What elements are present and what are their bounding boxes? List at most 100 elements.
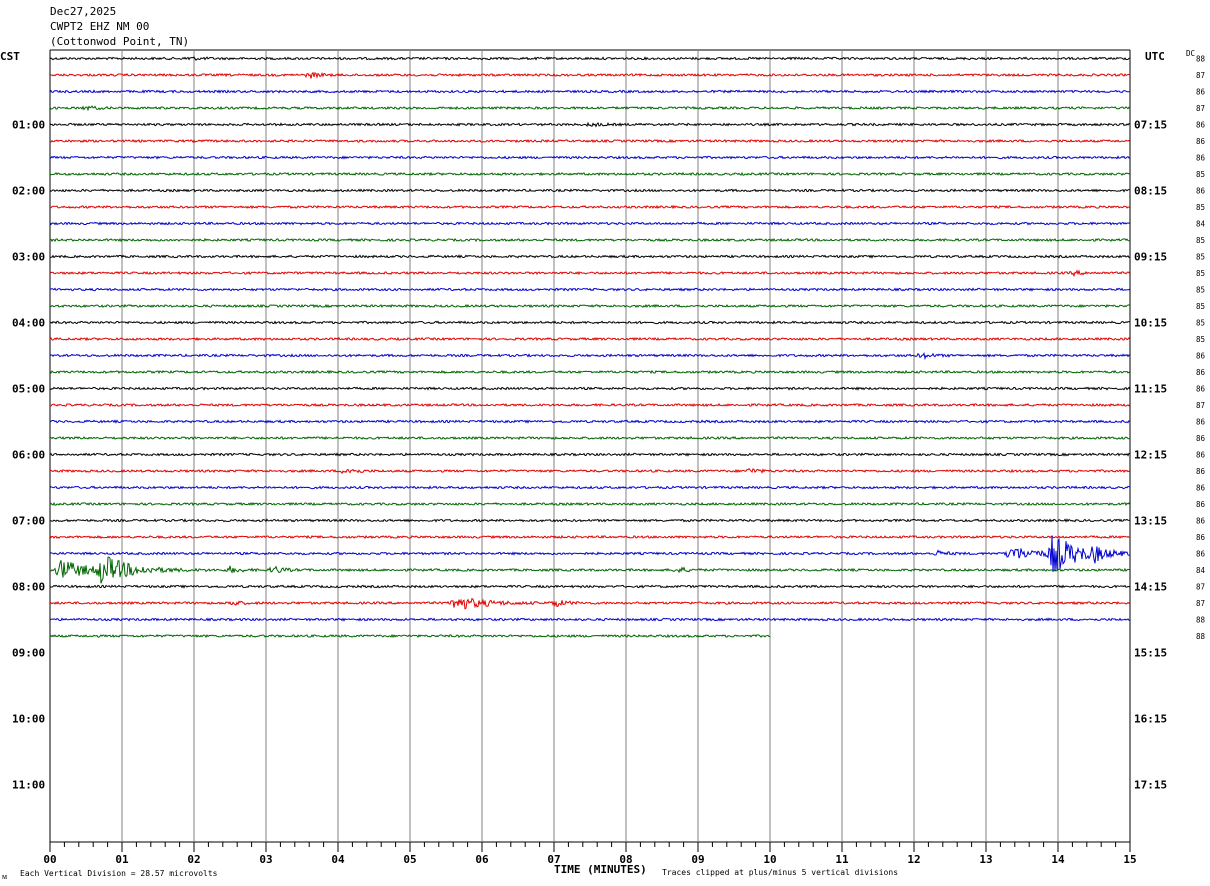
dc-offset-label: 85 <box>1196 319 1205 328</box>
dc-offset-label: 86 <box>1196 550 1206 559</box>
label-layer: 00 01 02 03 04 05 06 07 08 09 10 11 12 13 14 15 01:00 02:… <box>12 55 1206 867</box>
dc-offset-label: 86 <box>1196 368 1206 377</box>
utc-hour-label: 11:15 <box>1134 383 1167 396</box>
station-label: CWPT2 EHZ NM 00 <box>50 20 150 33</box>
x-tick-label: 00 <box>43 853 56 866</box>
dc-offset-label: 85 <box>1196 302 1205 311</box>
seismic-trace <box>49 535 1130 573</box>
dc-offset-label: 84 <box>1196 566 1206 575</box>
dc-header: DC <box>1186 49 1195 58</box>
cst-hour-label: 09:00 <box>12 647 45 660</box>
utc-hour-label: 14:15 <box>1134 581 1167 594</box>
dc-offset-label: 87 <box>1196 583 1205 592</box>
seismic-trace <box>49 584 1131 589</box>
seismic-trace <box>49 254 1131 259</box>
x-tick-label: 06 <box>475 853 489 866</box>
dc-offset-label: 85 <box>1196 335 1205 344</box>
dc-offset-label: 86 <box>1196 154 1206 163</box>
seismic-trace <box>49 188 1130 193</box>
seismic-trace <box>49 556 1130 584</box>
dc-offset-label: 87 <box>1196 71 1205 80</box>
dc-offset-label: 86 <box>1196 121 1206 130</box>
cst-hour-label: 01:00 <box>12 119 45 132</box>
x-tick-label: 04 <box>331 853 345 866</box>
seismic-trace <box>49 121 1131 128</box>
cst-hour-label: 10:00 <box>12 713 45 726</box>
cst-hour-label: 11:00 <box>12 779 45 792</box>
seismic-trace <box>49 71 1131 79</box>
dc-offset-label: 86 <box>1196 385 1206 394</box>
dc-offset-label: 88 <box>1196 55 1206 64</box>
x-axis-title: TIME (MINUTES) <box>554 863 647 876</box>
x-tick-label: 14 <box>1051 853 1065 866</box>
x-tick-label: 05 <box>403 853 416 866</box>
dc-offset-label: 86 <box>1196 533 1206 542</box>
x-tick-label: 10 <box>763 853 776 866</box>
seismic-trace <box>49 369 1131 375</box>
utc-zone-label: UTC <box>1145 50 1165 63</box>
utc-hour-label: 10:15 <box>1134 317 1167 330</box>
corner-mark: ᴍ <box>2 872 7 881</box>
seismic-trace <box>49 155 1131 160</box>
seismic-trace <box>49 105 1131 112</box>
seismic-trace <box>49 303 1131 309</box>
dc-offset-label: 88 <box>1196 616 1206 625</box>
dc-offset-label: 86 <box>1196 517 1206 526</box>
x-tick-label: 08 <box>619 853 632 866</box>
x-tick-label: 03 <box>259 853 272 866</box>
dc-offset-label: 86 <box>1196 137 1206 146</box>
date-label: Dec27,2025 <box>50 5 117 18</box>
seismic-trace <box>49 435 1131 441</box>
x-tick-label: 15 <box>1123 853 1136 866</box>
seismic-trace <box>49 617 1131 622</box>
seismic-trace <box>49 138 1131 144</box>
dc-offset-label: 86 <box>1196 500 1206 509</box>
seismic-trace <box>49 402 1131 408</box>
dc-offset-label: 85 <box>1196 286 1205 295</box>
dc-offset-label: 86 <box>1196 88 1206 97</box>
seismic-trace <box>49 237 1131 243</box>
seismic-trace <box>49 89 1130 94</box>
seismic-trace <box>49 320 1131 325</box>
seismic-trace <box>49 534 1131 540</box>
utc-hour-label: 12:15 <box>1134 449 1167 462</box>
seismic-trace <box>49 597 1131 610</box>
trace-layer <box>49 56 1131 639</box>
dc-offset-label: 87 <box>1196 599 1205 608</box>
grid-layer <box>49 49 1131 852</box>
dc-offset-label: 85 <box>1196 203 1205 212</box>
cst-hour-label: 04:00 <box>12 317 45 330</box>
x-tick-label: 12 <box>907 853 920 866</box>
utc-hour-label: 07:15 <box>1134 119 1167 132</box>
dc-offset-label: 87 <box>1196 104 1205 113</box>
seismic-trace <box>49 452 1131 457</box>
seismic-trace <box>49 485 1131 490</box>
utc-hour-label: 16:15 <box>1134 713 1167 726</box>
dc-offset-label: 85 <box>1196 269 1205 278</box>
dc-offset-label: 86 <box>1196 434 1206 443</box>
utc-hour-label: 08:15 <box>1134 185 1167 198</box>
x-tick-label: 09 <box>691 853 704 866</box>
x-tick-label: 13 <box>979 853 992 866</box>
dc-offset-label: 87 <box>1196 401 1205 410</box>
seismic-trace <box>49 351 1131 361</box>
cst-hour-label: 03:00 <box>12 251 45 264</box>
location-label: (Cottonwod Point, TN) <box>50 35 190 48</box>
x-tick-label: 07 <box>547 853 560 866</box>
dc-offset-label: 86 <box>1196 451 1206 460</box>
dc-offset-label: 86 <box>1196 418 1206 427</box>
dc-offset-label: 85 <box>1196 170 1205 179</box>
dc-offset-label: 86 <box>1196 352 1206 361</box>
cst-hour-label: 08:00 <box>12 581 45 594</box>
x-tick-label: 11 <box>835 853 849 866</box>
dc-offset-label: 86 <box>1196 484 1206 493</box>
seismic-trace <box>49 336 1131 342</box>
cst-zone-label: CST <box>0 50 20 63</box>
seismic-trace <box>49 633 771 639</box>
dc-offset-label: 85 <box>1196 253 1205 262</box>
seismic-trace <box>49 501 1131 507</box>
seismic-trace <box>49 467 1131 475</box>
x-tick-label: 01 <box>115 853 129 866</box>
seismic-trace <box>49 518 1131 523</box>
